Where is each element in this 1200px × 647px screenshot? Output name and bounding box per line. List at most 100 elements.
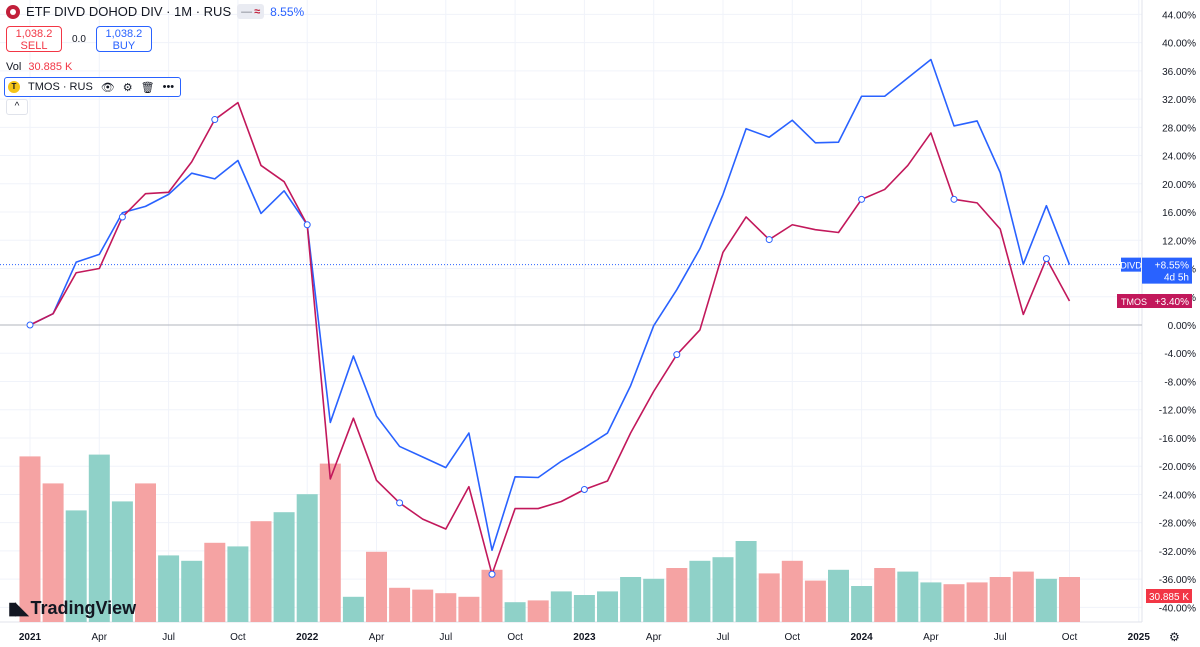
series-line-divd [29, 58, 1071, 552]
change-percent: 8.55% [270, 4, 305, 19]
approx-icon: ≈ [254, 5, 261, 18]
volume-bar [781, 560, 803, 622]
y-tick-label: -40.00% [1159, 603, 1196, 614]
symbol-logo-icon [6, 4, 20, 19]
volume-label: Vol [6, 61, 22, 73]
tmos-name-text: TMOS [1121, 297, 1147, 307]
tradingview-logo[interactable]: ▮◣ TradingView [8, 598, 136, 619]
x-tick-label: Oct [785, 632, 801, 643]
volume-bar [65, 510, 87, 622]
tmos-name-tag [1117, 293, 1151, 308]
x-tick-label: 2023 [573, 632, 596, 643]
x-tick-label: 2025 [1128, 632, 1151, 643]
data-marker [303, 221, 311, 229]
volume-bar [1059, 577, 1080, 622]
data-marker [950, 195, 958, 203]
y-tick-label: -24.00% [1159, 490, 1196, 501]
collapse-legend-button[interactable]: ^ [6, 99, 28, 115]
volume-bar [273, 512, 295, 622]
divd-price-label: DIVD +8.55%4d 5h [1120, 257, 1192, 284]
chart-header: ETF DIVD DOHOD DIV · 1M · RUS — ≈ 8.55% [6, 4, 304, 19]
sell-price: 1,038.2 [15, 28, 53, 40]
x-tick-label: Jul [994, 632, 1007, 643]
y-tick-label: 20.00% [1162, 180, 1196, 191]
data-marker [858, 195, 866, 203]
y-tick-label: -28.00% [1159, 519, 1196, 530]
y-tick-label: -8.00% [1164, 377, 1196, 388]
y-tick-label: 24.00% [1162, 152, 1196, 163]
buy-button[interactable]: 1,038.2 BUY [95, 26, 152, 52]
volume-bar [920, 582, 942, 622]
volume-bar [111, 501, 133, 622]
buy-price: 1,038.2 [105, 28, 143, 40]
volume-bar [250, 521, 272, 622]
compare-symbol-name: TMOS · RUS [28, 81, 93, 93]
volume-bar [966, 582, 988, 622]
trade-panel: 1,038.2 SELL 0.0 1,038.2 BUY [6, 26, 152, 52]
x-tick-label: Oct [230, 632, 246, 643]
settings-icon[interactable]: ⚙ [122, 81, 133, 94]
volume-bar [435, 593, 457, 622]
volume-bar [874, 568, 896, 622]
y-tick-label: 16.00% [1162, 208, 1196, 219]
volume-value-tag [1146, 589, 1192, 603]
volume-bar [735, 541, 757, 622]
y-tick-label: 36.00% [1162, 67, 1196, 78]
x-tick-label: 2024 [850, 632, 873, 643]
x-tick-label: Apr [92, 632, 108, 643]
x-tick-label: Oct [1062, 632, 1078, 643]
volume-bar [851, 586, 873, 622]
volume-bar [597, 591, 618, 622]
y-tick-label: -12.00% [1159, 406, 1196, 417]
volume-bar [319, 463, 341, 622]
compare-toggle-button[interactable]: — ≈ [237, 4, 265, 19]
divd-value-tag [1142, 257, 1192, 284]
volume-bar [666, 568, 688, 622]
y-tick-label: 28.00% [1162, 123, 1196, 134]
volume-bar [181, 560, 203, 622]
y-tick-label: 44.00% [1162, 10, 1196, 21]
x-tick-label: Jul [439, 632, 452, 643]
sell-button[interactable]: 1,038.2 SELL [6, 26, 62, 52]
y-tick-label: 0.00% [1168, 321, 1196, 332]
data-marker [26, 321, 34, 329]
x-tick-label: 2022 [296, 632, 319, 643]
volume-bar [42, 483, 64, 622]
x-tick-label: Jul [717, 632, 730, 643]
y-tick-label: 40.00% [1162, 39, 1196, 50]
volume-bar [689, 560, 711, 622]
divd-countdown-text: 4d 5h [1164, 273, 1189, 284]
data-marker [211, 116, 219, 124]
volume-bar [389, 587, 411, 622]
tmos-price-label: TMOS +3.40% [1117, 293, 1192, 308]
x-tick-label: Apr [369, 632, 385, 643]
more-icon[interactable]: ••• [162, 81, 175, 93]
compare-symbol-legend[interactable]: T TMOS · RUS 👁 ⚙ 🗑 ••• [4, 77, 182, 97]
chart-settings-icon[interactable]: ⚙ [1169, 630, 1180, 644]
volume-bar [412, 589, 434, 622]
volume-bar [620, 577, 642, 622]
x-tick-label: 2021 [19, 632, 42, 643]
volume-bar [573, 595, 595, 622]
volume-bar [458, 596, 480, 622]
x-tick-label: Apr [646, 632, 662, 643]
y-tick-label: -20.00% [1159, 462, 1196, 473]
volume-bar [1035, 578, 1057, 622]
volume-bar [135, 483, 156, 622]
volume-bar [989, 577, 1011, 622]
volume-bar [828, 569, 849, 622]
volume-bar [227, 546, 249, 622]
volume-bar [550, 591, 572, 622]
volume-bar [1012, 571, 1034, 622]
x-tick-label: Oct [507, 632, 523, 643]
y-tick-label: 12.00% [1162, 236, 1196, 247]
volume-bar [527, 600, 549, 622]
volume-bar [804, 580, 826, 622]
sell-label: SELL [20, 40, 48, 52]
data-marker [673, 351, 681, 359]
y-tick-label: -4.00% [1164, 349, 1196, 360]
eye-icon[interactable]: 👁 [100, 81, 115, 94]
trash-icon[interactable]: 🗑 [140, 81, 155, 94]
volume-bar [643, 578, 665, 622]
